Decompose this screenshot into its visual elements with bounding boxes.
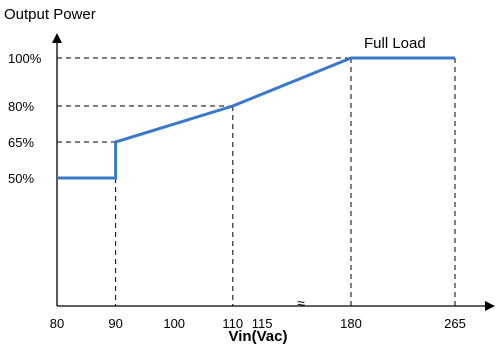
x-tick-label-1: 90 — [108, 316, 122, 331]
y-tick-label-1: 65% — [8, 135, 34, 150]
x-tick-label-4: 115 — [252, 316, 273, 331]
x-tick-label-2: 100 — [163, 316, 185, 331]
x-tick-label-3: 110 — [222, 316, 243, 331]
y-tick-label-2: 80% — [8, 99, 34, 114]
x-tick-labels: 80 90 100 110 115 180 265 — [50, 316, 466, 331]
y-tick-labels: 50% 65% 80% 100% — [8, 51, 42, 186]
y-tick-label-0: 50% — [8, 171, 34, 186]
series-layer — [57, 56, 455, 180]
full-load-annotation: Full Load — [364, 35, 426, 52]
x-tick-label-6: 265 — [444, 316, 466, 331]
y-tick-label-3: 100% — [8, 51, 42, 66]
axis-break-mark: ≈ — [297, 295, 305, 311]
y-axis-title: Output Power — [4, 6, 96, 23]
x-tick-label-5: 180 — [340, 316, 362, 331]
series-line-0 — [57, 56, 455, 180]
guide-lines — [57, 57, 456, 306]
x-axis-title: Vin(Vac) — [229, 328, 288, 345]
x-tick-label-0: 80 — [50, 316, 64, 331]
